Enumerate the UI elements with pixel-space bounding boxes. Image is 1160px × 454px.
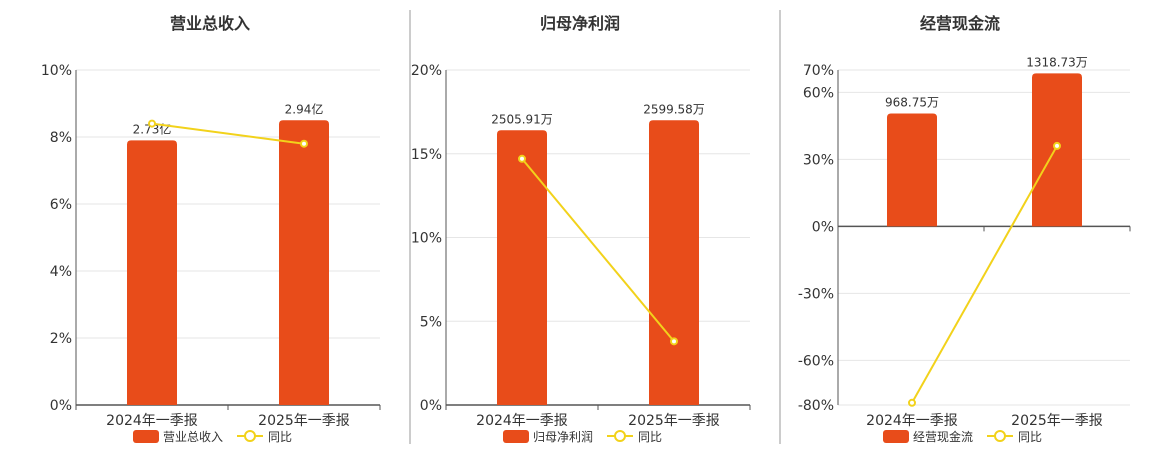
yoy-point: [908, 398, 916, 407]
yoy-line: [151, 122, 305, 145]
legend-bar-swatch: [133, 430, 159, 443]
x-category-label: 2025年一季报: [258, 413, 350, 429]
x-category-label: 2025年一季报: [628, 413, 720, 429]
y-tick-label: 70%: [803, 63, 834, 79]
bar-data-label: 2.94亿: [285, 101, 324, 116]
bar: [127, 140, 177, 405]
chart-title: 营业总收入: [170, 14, 250, 33]
legend-line-label: 同比: [1018, 430, 1042, 444]
chart-panel-3: 经营现金流 -80% -60% -30% 0% 30% 60% 70% 968.75万 1318.…: [798, 14, 1131, 444]
chart-panel-2: 归母净利润 0% 5% 10% 15% 20% 2505.91万 2599.58万 2024年一…: [411, 14, 751, 444]
bar-data-label: 2505.91万: [491, 112, 553, 126]
y-tick-label: 15%: [411, 147, 442, 163]
y-tick-label: 60%: [803, 85, 834, 101]
y-tick-label: 6%: [50, 197, 72, 213]
yoy-point: [300, 139, 308, 148]
yoy-point: [148, 119, 156, 128]
yoy-line: [911, 145, 1058, 404]
legend-line-label: 同比: [268, 430, 292, 444]
chart-title: 归母净利润: [540, 14, 620, 33]
y-tick-label: 0%: [420, 398, 442, 414]
yoy-point: [1053, 141, 1061, 150]
legend-line-marker: [994, 430, 1006, 442]
y-tick-label: 2%: [50, 331, 72, 347]
x-category-label: 2024年一季报: [476, 413, 568, 429]
yoy-point: [518, 154, 526, 163]
y-tick-label: -60%: [798, 353, 834, 369]
y-tick-label: 0%: [50, 398, 72, 414]
y-tick-label: 4%: [50, 264, 72, 280]
y-tick-label: 30%: [803, 152, 834, 168]
legend-line-marker: [614, 430, 626, 442]
chart-title: 经营现金流: [920, 14, 1000, 33]
x-category-label: 2024年一季报: [106, 413, 198, 429]
x-category-label: 2025年一季报: [1011, 413, 1103, 429]
x-category-label: 2024年一季报: [866, 413, 958, 429]
bar: [497, 130, 547, 406]
y-tick-label: 10%: [411, 231, 442, 247]
yoy-point: [670, 337, 678, 346]
legend-bar-swatch: [883, 430, 909, 443]
legend-bar-label: 营业总收入: [163, 430, 223, 444]
legend-bar-swatch: [503, 430, 529, 443]
legend-bar-label: 归母净利润: [533, 430, 593, 444]
y-tick-label: 20%: [411, 63, 442, 79]
y-tick-label: 0%: [812, 219, 834, 235]
y-tick-label: 10%: [41, 63, 72, 79]
legend-bar-label: 经营现金流: [913, 429, 973, 444]
bar: [887, 113, 937, 227]
y-tick-label: -30%: [798, 286, 834, 302]
bar: [279, 120, 329, 405]
bar-data-label: 968.75万: [885, 96, 939, 110]
bar-data-label: 1318.73万: [1026, 55, 1088, 69]
yoy-line: [521, 158, 675, 342]
bar: [649, 120, 699, 405]
legend-line-label: 同比: [638, 430, 662, 444]
bar-data-label: 2599.58万: [643, 102, 705, 116]
legend-line-marker: [244, 430, 256, 442]
y-tick-label: 5%: [420, 314, 442, 330]
y-tick-label: 8%: [50, 130, 72, 146]
y-tick-label: -80%: [798, 398, 834, 414]
